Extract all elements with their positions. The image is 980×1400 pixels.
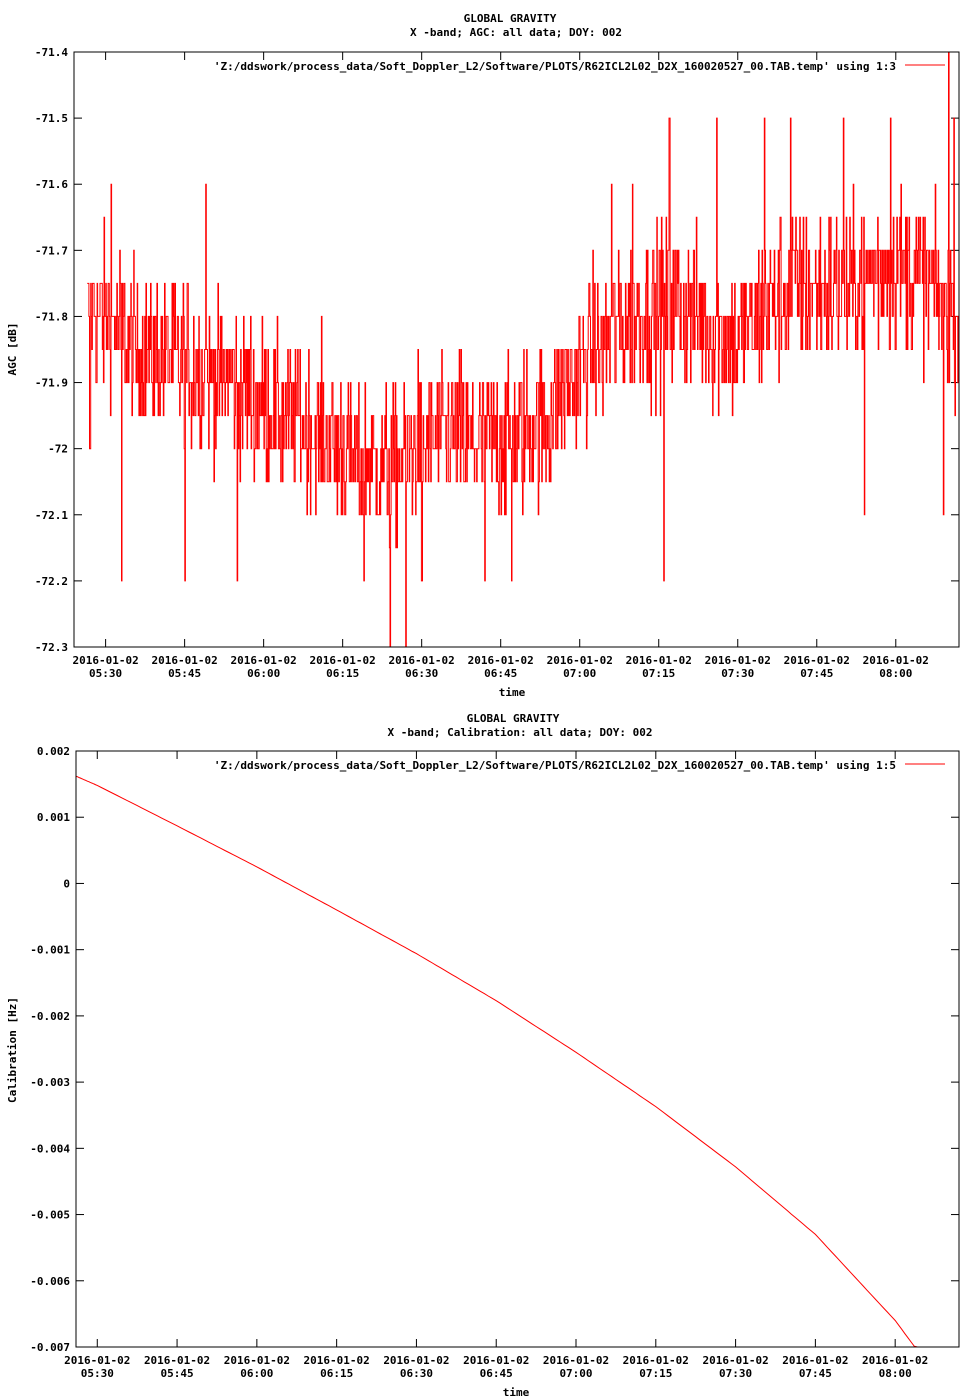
calibration-x-tick-date: 2016-01-02 [144, 1354, 210, 1367]
calibration-y-tick-label: -0.006 [30, 1275, 70, 1288]
calibration-y-axis-label: Calibration [Hz] [6, 997, 19, 1103]
agc-x-tick-time: 06:15 [326, 667, 359, 680]
agc-x-axis-label: time [499, 686, 526, 699]
calibration-x-tick-date: 2016-01-02 [623, 1354, 689, 1367]
calibration-x-tick-time: 07:45 [799, 1367, 832, 1380]
agc-chart-panel: GLOBAL GRAVITY X -band; AGC: all data; D… [6, 12, 960, 699]
calibration-x-tick-date: 2016-01-02 [782, 1354, 848, 1367]
calibration-y-tick-label: -0.003 [30, 1076, 70, 1089]
calibration-x-tick-date: 2016-01-02 [383, 1354, 449, 1367]
calibration-x-tick-date: 2016-01-02 [543, 1354, 609, 1367]
calibration-chart-panel: GLOBAL GRAVITY X -band; Calibration: all… [6, 712, 960, 1399]
calibration-x-tick-date: 2016-01-02 [64, 1354, 130, 1367]
agc-x-tick-time: 05:30 [89, 667, 122, 680]
calibration-y-tick-label: 0.002 [37, 745, 70, 758]
agc-x-tick-date: 2016-01-02 [547, 654, 613, 667]
calibration-series-line [75, 775, 959, 1348]
calibration-x-tick-date: 2016-01-02 [304, 1354, 370, 1367]
calibration-x-tick-time: 08:00 [879, 1367, 912, 1380]
agc-y-tick-label: -72.2 [35, 575, 68, 588]
agc-y-tick-label: -71.9 [35, 377, 68, 390]
agc-plot-frame [73, 51, 960, 648]
calibration-x-tick-time: 06:00 [240, 1367, 273, 1380]
agc-x-tick-date: 2016-01-02 [72, 654, 138, 667]
agc-x-tick-time: 07:30 [721, 667, 754, 680]
agc-chart-title: GLOBAL GRAVITY [464, 12, 557, 25]
calibration-x-tick-time: 05:30 [81, 1367, 114, 1380]
calibration-legend-label: 'Z:/ddswork/process_data/Soft_Doppler_L2… [214, 759, 896, 772]
calibration-plot-frame [75, 750, 960, 1348]
agc-y-tick-label: -71.7 [35, 244, 68, 257]
calibration-x-tick-time: 07:15 [639, 1367, 672, 1380]
agc-x-tick-time: 06:45 [484, 667, 517, 680]
calibration-y-tick-label: -0.004 [30, 1142, 70, 1155]
agc-series-line [87, 51, 960, 648]
agc-x-tick-time: 08:00 [879, 667, 912, 680]
calibration-y-tick-label: -0.007 [30, 1341, 70, 1354]
calibration-x-tick-date: 2016-01-02 [463, 1354, 529, 1367]
agc-x-tick-date: 2016-01-02 [152, 654, 218, 667]
agc-x-tick-date: 2016-01-02 [231, 654, 297, 667]
agc-chart-subtitle: X -band; AGC: all data; DOY: 002 [410, 26, 622, 39]
agc-x-tick-time: 07:45 [800, 667, 833, 680]
agc-x-tick-time: 06:00 [247, 667, 280, 680]
calibration-y-tick-label: -0.002 [30, 1010, 70, 1023]
agc-x-tick-date: 2016-01-02 [784, 654, 850, 667]
calibration-x-tick-time: 06:15 [320, 1367, 353, 1380]
calibration-y-tick-label: -0.005 [30, 1209, 70, 1222]
agc-x-tick-time: 05:45 [168, 667, 201, 680]
agc-x-tick-time: 07:15 [642, 667, 675, 680]
agc-legend-label: 'Z:/ddswork/process_data/Soft_Doppler_L2… [214, 60, 896, 73]
calibration-x-tick-time: 07:00 [559, 1367, 592, 1380]
agc-x-tick-date: 2016-01-02 [310, 654, 376, 667]
agc-y-tick-label: -72.3 [35, 641, 68, 654]
agc-x-tick-date: 2016-01-02 [389, 654, 455, 667]
calibration-x-tick-date: 2016-01-02 [702, 1354, 768, 1367]
calibration-chart-subtitle: X -band; Calibration: all data; DOY: 002 [388, 726, 653, 739]
calibration-y-tick-label: -0.001 [30, 944, 70, 957]
agc-x-tick-time: 07:00 [563, 667, 596, 680]
calibration-x-tick-time: 06:45 [480, 1367, 513, 1380]
agc-y-tick-label: -71.4 [35, 46, 68, 59]
agc-y-tick-label: -71.6 [35, 178, 68, 191]
calibration-x-tick-date: 2016-01-02 [224, 1354, 290, 1367]
calibration-y-tick-label: 0.001 [37, 811, 70, 824]
agc-y-tick-label: -72 [48, 443, 68, 456]
calibration-chart-title: GLOBAL GRAVITY [467, 712, 560, 725]
agc-x-tick-date: 2016-01-02 [626, 654, 692, 667]
agc-x-tick-time: 06:30 [405, 667, 438, 680]
calibration-x-tick-date: 2016-01-02 [862, 1354, 928, 1367]
agc-y-tick-label: -71.8 [35, 310, 68, 323]
agc-x-tick-date: 2016-01-02 [863, 654, 929, 667]
calibration-x-axis-label: time [503, 1386, 530, 1399]
agc-y-tick-label: -72.1 [35, 509, 68, 522]
agc-x-tick-date: 2016-01-02 [468, 654, 534, 667]
calibration-y-tick-label: 0 [63, 877, 70, 890]
calibration-x-tick-time: 05:45 [161, 1367, 194, 1380]
agc-y-axis-label: AGC [dB] [6, 323, 19, 376]
agc-y-tick-label: -71.5 [35, 112, 68, 125]
calibration-x-tick-time: 06:30 [400, 1367, 433, 1380]
agc-x-tick-date: 2016-01-02 [705, 654, 771, 667]
calibration-x-tick-time: 07:30 [719, 1367, 752, 1380]
